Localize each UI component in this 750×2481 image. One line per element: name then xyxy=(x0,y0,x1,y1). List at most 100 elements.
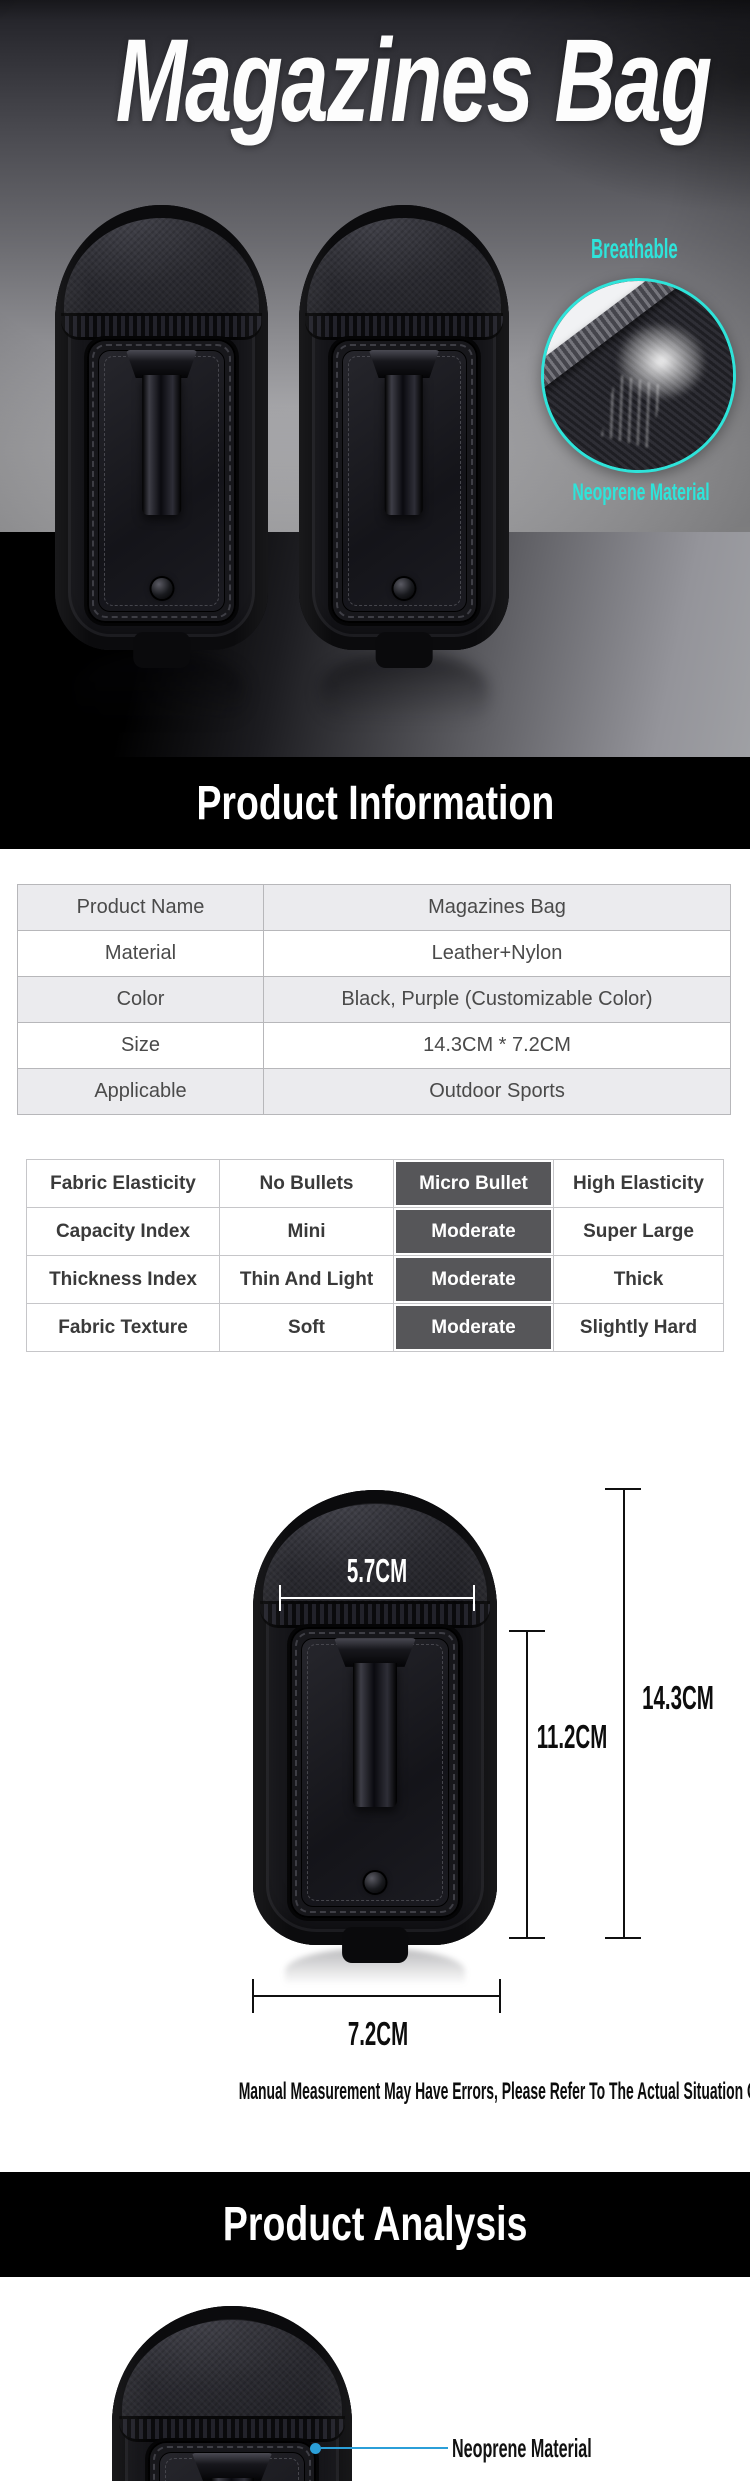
pouch-nylon-dome xyxy=(63,218,260,319)
info-label: Size xyxy=(18,1023,264,1068)
pouch-leather-insert xyxy=(300,1637,450,1907)
info-label: Applicable xyxy=(18,1069,264,1114)
breathable-detail-circle xyxy=(541,278,736,473)
magazine-pouch-photo-left xyxy=(55,205,268,668)
pouch-snap-button xyxy=(393,578,415,600)
pouch-seam xyxy=(61,316,262,337)
spec-table-row: Capacity Index Mini Moderate Super Large xyxy=(27,1207,723,1255)
dim-inner-height-label: 11.2CM xyxy=(536,1718,608,1755)
dim-tick xyxy=(509,1937,545,1939)
dim-full-height-label: 14.3CM xyxy=(642,1679,714,1716)
callout-line xyxy=(321,2447,448,2449)
info-table-row: Applicable Outdoor Sports xyxy=(18,1068,730,1114)
info-value: 14.3CM * 7.2CM xyxy=(423,1034,571,1056)
clip-hook xyxy=(125,349,198,378)
product-information-banner: Product Information xyxy=(0,757,750,849)
dim-line-top-width xyxy=(280,1597,474,1599)
dim-tick xyxy=(252,1979,254,2013)
pouch-back-panel xyxy=(289,1626,461,1918)
info-value: Magazines Bag xyxy=(428,896,566,918)
hero-section: Magazines Bag xyxy=(0,0,750,757)
info-table-row: Product Name Magazines Bag xyxy=(18,885,730,930)
pouch-shell xyxy=(112,2306,352,2481)
pouch-reflection xyxy=(319,655,489,741)
pouch-seam xyxy=(305,316,503,337)
product-spec-table: Fabric Elasticity No Bullets Micro Bullet H… xyxy=(26,1159,724,1352)
banner-title: Product Information xyxy=(196,776,554,830)
spec-label: Fabric Texture xyxy=(58,1316,188,1338)
clip-hook xyxy=(368,349,440,378)
info-table-row: Material Leather+Nylon xyxy=(18,930,730,976)
pouch-tail-loop xyxy=(375,632,433,668)
product-information-table: Product Name Magazines Bag Material Leather… xyxy=(17,884,731,1115)
spec-value-selected: Micro Bullet xyxy=(393,1160,553,1207)
pouch-back-panel xyxy=(148,2441,316,2481)
dim-tick xyxy=(605,1488,641,1490)
dim-tick xyxy=(499,1979,501,2013)
dim-tick xyxy=(279,1585,281,1611)
pouch-reflection xyxy=(76,655,246,741)
callout-dot xyxy=(310,2443,321,2454)
breathable-label: Breathable xyxy=(590,233,678,264)
dim-line-bottom-width xyxy=(253,1995,501,1997)
product-analysis-banner: Product Analysis xyxy=(0,2172,750,2277)
clip-bar xyxy=(352,1663,398,1808)
pouch-back-panel xyxy=(330,338,478,624)
pouch-tail-loop xyxy=(342,1927,408,1963)
info-table-row: Color Black, Purple (Customizable Color) xyxy=(18,976,730,1022)
spec-value: No Bullets xyxy=(219,1160,393,1207)
spec-table-row: Fabric Texture Soft Moderate Slightly Hard xyxy=(27,1303,723,1351)
dim-tick xyxy=(473,1585,475,1611)
pouch-tail-loop xyxy=(132,632,191,668)
pouch-leather-insert xyxy=(159,2452,305,2481)
spec-value: Super Large xyxy=(553,1208,723,1255)
pouch-shell xyxy=(299,205,509,650)
banner-title: Product Analysis xyxy=(222,2198,528,2251)
pouch-nylon-dome xyxy=(121,2319,343,2422)
info-label: Color xyxy=(18,977,264,1022)
spec-value: Soft xyxy=(219,1304,393,1351)
spec-table-row: Thickness Index Thin And Light Moderate Thi… xyxy=(27,1255,723,1303)
clip-bar xyxy=(384,374,424,516)
pouch-back-panel xyxy=(86,338,237,624)
pouch-belt-clip xyxy=(334,1638,416,1808)
spec-label: Capacity Index xyxy=(55,1220,191,1242)
info-label: Product Name xyxy=(18,885,264,930)
pouch-leather-insert xyxy=(341,349,467,613)
spec-value: Slightly Hard xyxy=(553,1304,723,1351)
measurement-disclaimer: Manual Measurement May Have Errors, Plea… xyxy=(238,2078,750,2105)
spec-value: Thick xyxy=(553,1256,723,1303)
spec-value-selected: Moderate xyxy=(393,1304,553,1351)
info-value: Leather+Nylon xyxy=(431,942,563,964)
info-value: Black, Purple (Customizable Color) xyxy=(341,988,653,1010)
magazine-pouch-photo-right xyxy=(299,205,509,668)
neoprene-callout-label: Neoprene Material xyxy=(452,2433,592,2463)
spec-value: Mini xyxy=(219,1208,393,1255)
pouch-seam xyxy=(260,1603,490,1625)
pouch-snap-button xyxy=(364,1871,386,1893)
dim-top-width-label: 5.7CM xyxy=(346,1552,408,1589)
info-value: Outdoor Sports xyxy=(429,1080,565,1102)
spec-value-selected: Moderate xyxy=(393,1256,553,1303)
dim-bottom-width-label: 7.2CM xyxy=(347,2015,409,2052)
dim-tick xyxy=(509,1630,545,1632)
magazine-pouch-analysis xyxy=(112,2306,352,2481)
steam-cloud xyxy=(596,315,715,425)
dim-line-inner-height xyxy=(526,1631,528,1939)
info-table-row: Size 14.3CM * 7.2CM xyxy=(18,1022,730,1068)
pouch-nylon-dome xyxy=(307,218,501,319)
dim-tick xyxy=(605,1937,641,1939)
clip-bar xyxy=(210,2477,254,2481)
spec-value-selected: Moderate xyxy=(393,1208,553,1255)
page-title: Magazines Bag xyxy=(115,15,712,147)
pouch-leather-insert xyxy=(97,349,226,613)
pouch-seam xyxy=(119,2418,345,2440)
clip-bar xyxy=(142,374,181,516)
info-label: Material xyxy=(18,931,264,976)
pouch-belt-clip xyxy=(191,2452,273,2481)
clip-hook xyxy=(334,1638,416,1667)
magazine-pouch-diagram xyxy=(253,1490,497,1963)
spec-label: Fabric Elasticity xyxy=(50,1172,196,1194)
dim-line-full-height xyxy=(623,1489,625,1939)
